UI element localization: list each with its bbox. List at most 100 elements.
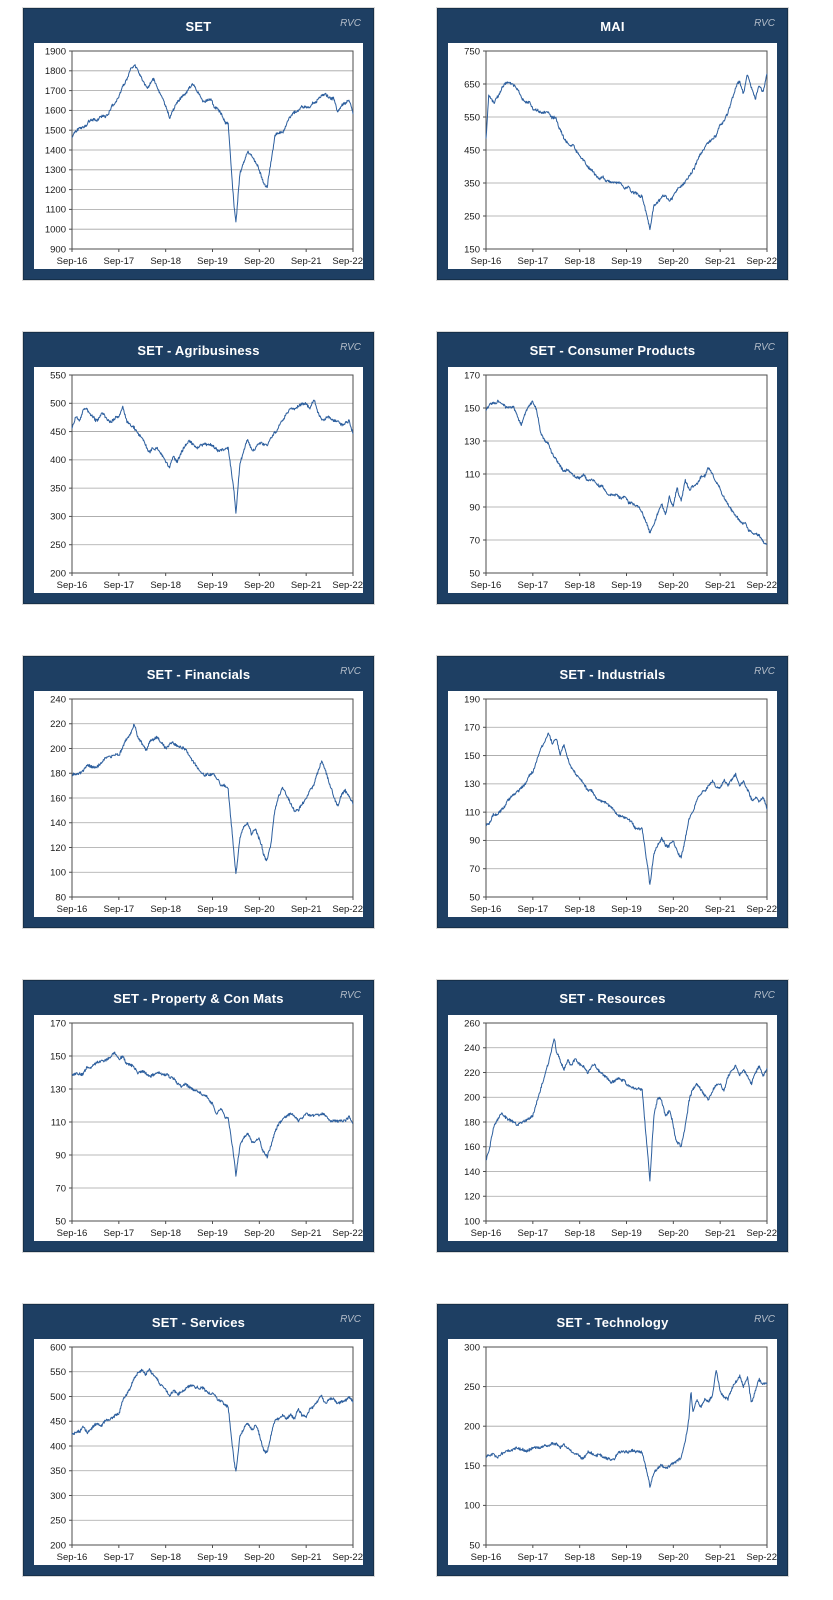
svg-text:1600: 1600	[45, 106, 66, 117]
svg-text:130: 130	[464, 436, 480, 447]
y-grid	[69, 50, 353, 250]
svg-text:Sep-20: Sep-20	[658, 904, 689, 915]
svg-text:Sep-20: Sep-20	[658, 580, 689, 591]
plot-border	[485, 698, 768, 898]
x-tick-labels: Sep-16 Sep-17 Sep-18 Sep-19 Sep-20 Sep-21 Sep-…	[57, 897, 363, 915]
rvc-watermark: RVC	[754, 342, 775, 353]
svg-text:Sep-19: Sep-19	[611, 904, 642, 915]
x-tick-labels: Sep-16 Sep-17 Sep-18 Sep-19 Sep-20 Sep-21 Sep-…	[57, 249, 363, 267]
svg-text:Sep-16: Sep-16	[57, 904, 88, 915]
svg-text:1900: 1900	[45, 46, 66, 57]
svg-text:Sep-18: Sep-18	[150, 904, 181, 915]
svg-text:200: 200	[464, 1093, 480, 1104]
series-line	[71, 1368, 354, 1472]
svg-text:Sep-16: Sep-16	[57, 580, 88, 591]
svg-text:1200: 1200	[45, 185, 66, 196]
svg-text:130: 130	[464, 779, 480, 790]
rvc-watermark: RVC	[754, 666, 775, 677]
svg-text:260: 260	[464, 1018, 480, 1029]
svg-text:Sep-18: Sep-18	[564, 904, 595, 915]
plot-border	[71, 50, 354, 250]
plot-border	[71, 698, 354, 898]
svg-text:Sep-18: Sep-18	[150, 256, 181, 267]
svg-text:220: 220	[464, 1068, 480, 1079]
chart-title: SET - Agribusiness	[137, 342, 260, 358]
svg-text:Sep-22: Sep-22	[746, 904, 777, 915]
x-tick-labels: Sep-16 Sep-17 Sep-18 Sep-19 Sep-20 Sep-21 Sep-…	[57, 1221, 363, 1239]
y-tick-labels: 900 1000 1100 1200 1300 1400 1500 1600 1700 1800 1…	[45, 46, 66, 255]
svg-text:Sep-20: Sep-20	[244, 1228, 275, 1239]
chart-title: SET - Financials	[146, 666, 251, 682]
line-chart: 100 120 140 160 180 200 220 240 260 Sep-16 Sep-17 S…	[448, 1015, 777, 1241]
svg-text:750: 750	[464, 46, 480, 57]
svg-text:Sep-22: Sep-22	[332, 580, 363, 591]
plot-border	[71, 374, 354, 574]
svg-text:200: 200	[50, 744, 66, 755]
series-line	[71, 399, 354, 514]
svg-text:Sep-17: Sep-17	[104, 256, 135, 267]
svg-text:1500: 1500	[45, 126, 66, 137]
series-line	[485, 399, 768, 545]
svg-text:900: 900	[50, 244, 66, 255]
svg-text:Sep-21: Sep-21	[705, 1552, 736, 1563]
svg-text:600: 600	[50, 1342, 66, 1353]
y-grid	[483, 50, 767, 250]
y-grid	[483, 1346, 767, 1546]
svg-text:120: 120	[50, 843, 66, 854]
svg-text:Sep-22: Sep-22	[332, 256, 363, 267]
chart-header: SET - Agribusiness RVC	[24, 333, 373, 367]
line-chart: 200 250 300 350 400 450 500 550 Sep-16 Sep-17 Sep-…	[34, 367, 363, 593]
chart-header: SET - Property & Con Mats RVC	[24, 981, 373, 1015]
svg-text:Sep-19: Sep-19	[611, 580, 642, 591]
svg-text:Sep-18: Sep-18	[564, 1552, 595, 1563]
svg-text:70: 70	[469, 864, 480, 875]
line-chart: 200 250 300 350 400 450 500 550 600 Sep-16 Sep-17 S…	[34, 1339, 363, 1565]
svg-text:Sep-21: Sep-21	[705, 580, 736, 591]
svg-text:450: 450	[50, 427, 66, 438]
y-tick-labels: 200 250 300 350 400 450 500 550 600	[50, 1342, 66, 1551]
svg-text:150: 150	[464, 1461, 480, 1472]
chart-panel-mai: MAI RVC 150 250 350 450 550 650 750 Sep-16 Sep-1…	[437, 8, 788, 280]
svg-text:Sep-22: Sep-22	[332, 904, 363, 915]
chart-panel-set-consumer-products: SET - Consumer Products RVC 50 70 90 110 130…	[437, 332, 788, 604]
svg-text:550: 550	[50, 1367, 66, 1378]
plot-border	[485, 1022, 768, 1222]
svg-text:100: 100	[50, 868, 66, 879]
svg-text:Sep-19: Sep-19	[197, 1552, 228, 1563]
svg-text:Sep-21: Sep-21	[291, 1228, 322, 1239]
chart-header: SET RVC	[24, 9, 373, 43]
svg-text:300: 300	[50, 1491, 66, 1502]
svg-text:110: 110	[465, 469, 480, 480]
chart-header: SET - Industrials RVC	[438, 657, 787, 691]
svg-text:240: 240	[50, 694, 66, 705]
svg-text:Sep-19: Sep-19	[611, 1552, 642, 1563]
svg-text:Sep-17: Sep-17	[518, 1552, 549, 1563]
rvc-watermark: RVC	[340, 1314, 361, 1325]
svg-text:500: 500	[50, 399, 66, 410]
svg-text:Sep-17: Sep-17	[104, 580, 135, 591]
svg-text:250: 250	[50, 1516, 66, 1527]
svg-text:450: 450	[50, 1417, 66, 1428]
svg-text:Sep-22: Sep-22	[746, 1228, 777, 1239]
svg-text:150: 150	[464, 244, 480, 255]
svg-text:650: 650	[464, 79, 480, 90]
chart-panel-set-financials: SET - Financials RVC 80 100 120 140 160 180 20…	[23, 656, 374, 928]
line-chart: 50 100 150 200 250 300 Sep-16 Sep-17 Sep-18 Sep-1…	[448, 1339, 777, 1565]
svg-text:140: 140	[464, 1167, 480, 1178]
chart-panel-set-technology: SET - Technology RVC 50 100 150 200 250 300 Se…	[437, 1304, 788, 1576]
svg-text:Sep-21: Sep-21	[705, 1228, 736, 1239]
svg-text:Sep-21: Sep-21	[291, 904, 322, 915]
svg-text:Sep-18: Sep-18	[564, 1228, 595, 1239]
chart-title: SET - Industrials	[559, 666, 666, 682]
svg-text:400: 400	[50, 455, 66, 466]
svg-text:1300: 1300	[45, 165, 66, 176]
svg-text:350: 350	[50, 1466, 66, 1477]
svg-text:Sep-16: Sep-16	[471, 904, 502, 915]
svg-text:110: 110	[465, 807, 480, 818]
svg-text:Sep-20: Sep-20	[658, 256, 689, 267]
rvc-watermark: RVC	[340, 18, 361, 29]
svg-text:Sep-16: Sep-16	[57, 256, 88, 267]
